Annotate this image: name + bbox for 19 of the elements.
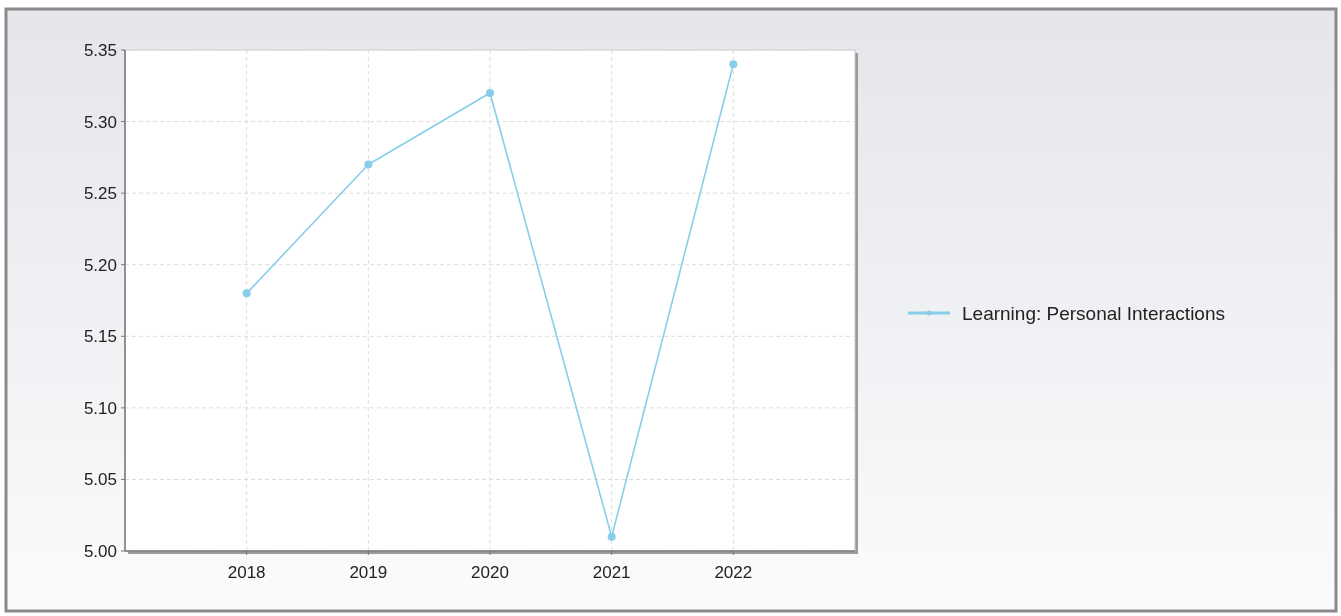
y-tick-label: 5.30 bbox=[83, 112, 117, 132]
y-tick-label: 5.20 bbox=[83, 255, 117, 275]
x-tick-label: 2020 bbox=[471, 563, 509, 582]
y-tick-label: 5.00 bbox=[83, 541, 117, 561]
x-tick-label: 2021 bbox=[592, 563, 631, 582]
x-tick-label: 2018 bbox=[227, 563, 266, 582]
x-tick-label: 2019 bbox=[349, 563, 388, 582]
point bbox=[242, 289, 251, 298]
point bbox=[729, 60, 738, 69]
point bbox=[607, 532, 616, 541]
y-tick-label: 5.15 bbox=[83, 327, 117, 347]
point bbox=[364, 160, 373, 169]
y-tick-label: 5.05 bbox=[83, 470, 117, 490]
y-tick-label: 5.35 bbox=[83, 40, 117, 60]
legend-label: Learning: Personal Interactions bbox=[962, 302, 1225, 324]
point bbox=[486, 88, 494, 97]
y-tick-label: 5.25 bbox=[83, 184, 117, 204]
y-tick-label: 5.10 bbox=[83, 398, 117, 418]
x-tick-label: 2022 bbox=[714, 563, 753, 582]
